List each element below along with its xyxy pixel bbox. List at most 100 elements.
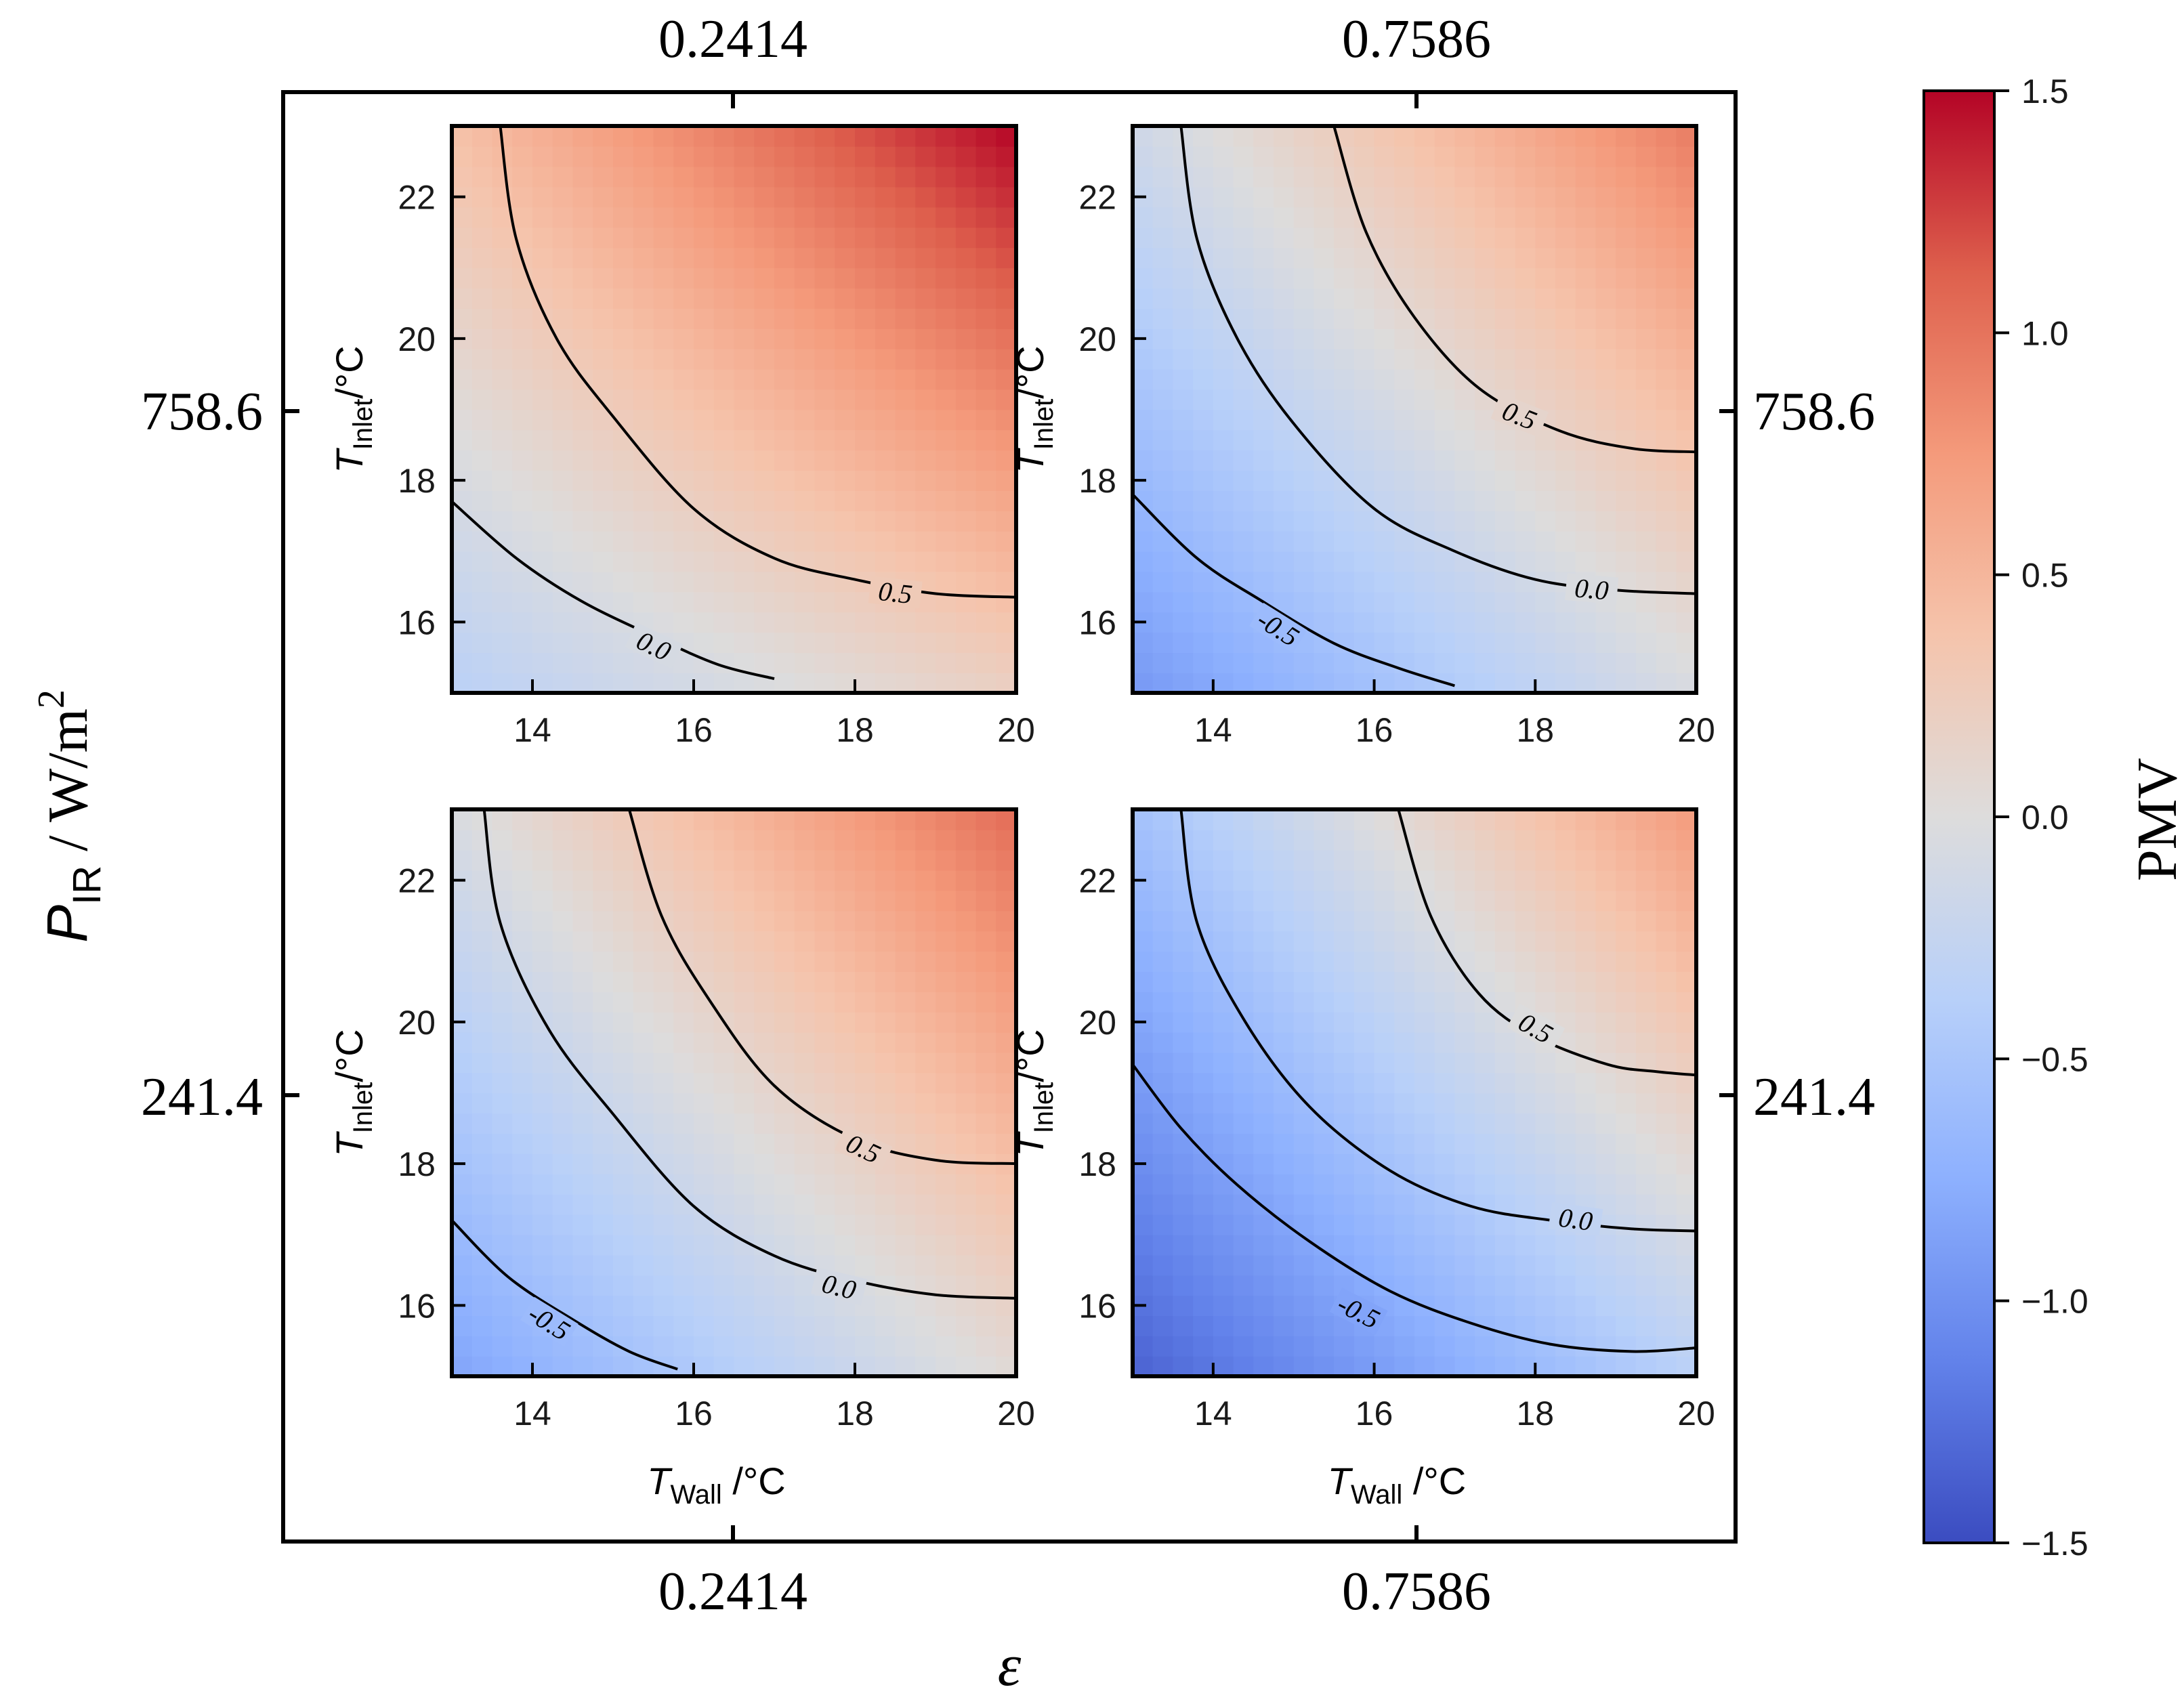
heatmap-cell (1193, 1174, 1214, 1195)
heatmap-cell (1635, 1275, 1657, 1296)
heatmap-cell (774, 571, 795, 593)
heatmap-cell (1193, 126, 1214, 147)
heatmap-cell (512, 1254, 533, 1276)
heatmap-cell (936, 870, 957, 891)
heatmap-cell (492, 1193, 513, 1215)
heatmap-cell (613, 126, 634, 147)
heatmap-cell (1555, 166, 1576, 188)
heatmap-cell (936, 992, 957, 1013)
heatmap-cell (1635, 1113, 1657, 1134)
heatmap-cell (936, 1234, 957, 1256)
heatmap-cell (1193, 328, 1214, 349)
heatmap-cell (673, 910, 694, 932)
heatmap-cell (452, 992, 473, 1013)
heatmap-cell (1334, 809, 1355, 830)
heatmap-cell (814, 186, 836, 208)
heatmap-cell (1676, 368, 1697, 390)
heatmap-cell (1394, 992, 1415, 1013)
heatmap-cell (1274, 571, 1295, 593)
heatmap-cell (1414, 186, 1435, 208)
heatmap-cell (1635, 348, 1657, 370)
heatmap-cell (1193, 166, 1214, 188)
heatmap-cell (1515, 632, 1536, 654)
heatmap-cell (1454, 1011, 1475, 1033)
heatmap-cell (492, 1234, 513, 1256)
heatmap-cell (955, 389, 977, 410)
heatmap-cell (875, 1254, 896, 1276)
heatmap-cell (1555, 1092, 1576, 1114)
heatmap-cell (814, 268, 836, 289)
heatmap-cell (1575, 1113, 1597, 1134)
heatmap-cell (936, 126, 957, 147)
heatmap-cell (975, 389, 997, 410)
heatmap-cell (895, 530, 917, 552)
heatmap-cell (653, 530, 675, 552)
heatmap-cell (673, 268, 694, 289)
heatmap-cell (1293, 207, 1315, 228)
heatmap-cell (492, 308, 513, 329)
heatmap-cell (492, 368, 513, 390)
heatmap-cell (1676, 591, 1697, 613)
heatmap-cell (593, 450, 614, 471)
heatmap-cell (774, 1193, 795, 1215)
heatmap-cell (1454, 632, 1475, 654)
heatmap-cell (1394, 1153, 1415, 1174)
heatmap-cell (653, 971, 675, 992)
heatmap-cell (1293, 268, 1315, 289)
heatmap-cell (996, 591, 1017, 613)
heatmap-cell (875, 490, 896, 511)
heatmap-cell (1454, 1174, 1475, 1195)
heatmap-cell (1656, 931, 1677, 952)
heatmap-cell (1494, 186, 1516, 208)
heatmap-cell (835, 490, 856, 511)
heatmap-cell (512, 368, 533, 390)
heatmap-cell (1133, 1254, 1154, 1276)
heatmap-cell (895, 510, 917, 532)
heatmap-cell (1253, 146, 1274, 167)
heatmap-cell (835, 530, 856, 552)
heatmap-cell (996, 1336, 1017, 1357)
panel-frame (1131, 124, 1698, 695)
heatmap-cell (1173, 227, 1194, 249)
heatmap-cell (452, 1356, 473, 1377)
heatmap-cell (1635, 1174, 1657, 1195)
heatmap-cell (1635, 1072, 1657, 1094)
heatmap-cell (1253, 849, 1274, 871)
heatmap-cell (975, 1193, 997, 1215)
heatmap-cell (673, 673, 694, 694)
heatmap-cell (1173, 910, 1194, 932)
heatmap-cell (572, 551, 594, 572)
heatmap-cell (613, 227, 634, 249)
heatmap-cell (1635, 652, 1657, 673)
heatmap-cell (572, 1113, 594, 1134)
heatmap-cell (1213, 1133, 1234, 1154)
heatmap-cell (1635, 632, 1657, 654)
heatmap-cell (713, 389, 735, 410)
heatmap-cell (1133, 652, 1154, 673)
heatmap-cell (532, 1072, 553, 1094)
heatmap-cell (1293, 1011, 1315, 1033)
heatmap-cell (1213, 632, 1234, 654)
heatmap-cell (1454, 328, 1475, 349)
heatmap-cell (1374, 186, 1395, 208)
heatmap-cell (1656, 1336, 1677, 1357)
heatmap-cell (895, 1295, 917, 1317)
heatmap-cell (1213, 1052, 1234, 1074)
heatmap-cell (1635, 1214, 1657, 1235)
heatmap-cell (1555, 1254, 1576, 1276)
heatmap-cell (875, 1356, 896, 1377)
heatmap-cell (633, 1193, 654, 1215)
heatmap-cell (1535, 951, 1556, 972)
heatmap-cell (975, 551, 997, 572)
heatmap-cell (875, 207, 896, 228)
heatmap-cell (452, 1193, 473, 1215)
heatmap-cell (633, 591, 654, 613)
heatmap-cell (1555, 829, 1576, 851)
heatmap-cell (754, 348, 775, 370)
heatmap-cell (1293, 951, 1315, 972)
y-tick-label: 16 (1078, 1287, 1116, 1325)
heatmap-cell (855, 1214, 876, 1235)
heatmap-cell (1575, 910, 1597, 932)
heatmap-cell (593, 470, 614, 491)
heatmap-cell (673, 247, 694, 269)
